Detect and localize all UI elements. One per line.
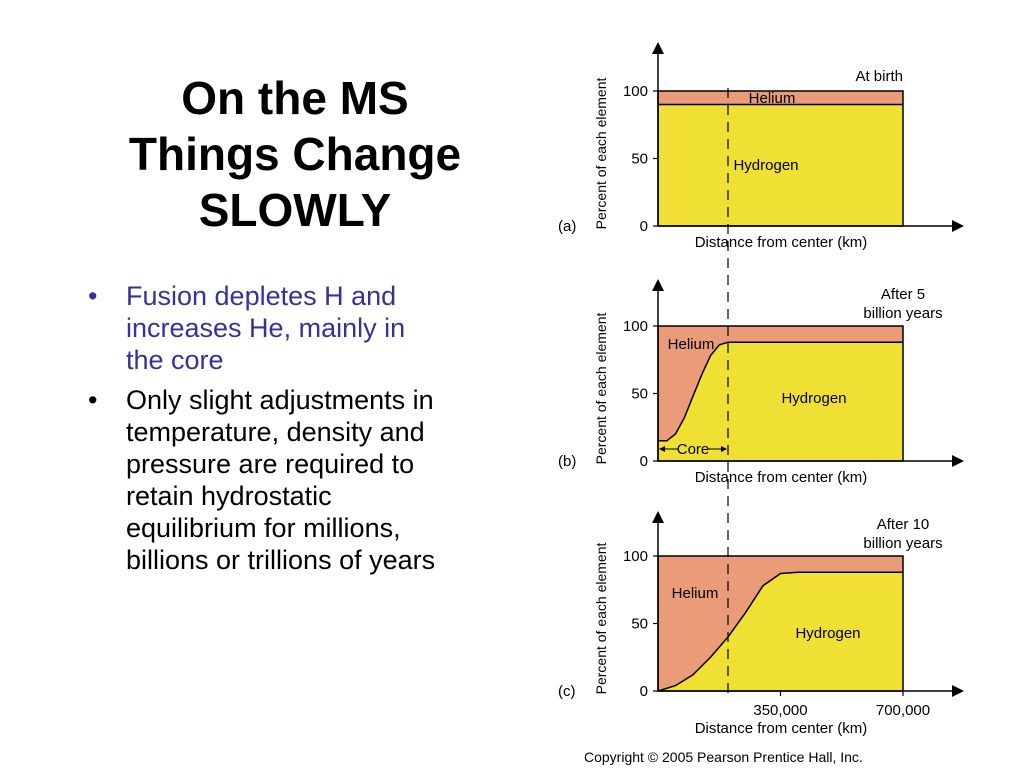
series-label-hydrogen: Hydrogen (733, 157, 798, 174)
y-tick-label: 0 (640, 218, 648, 235)
y-tick-label: 0 (640, 683, 648, 700)
y-tick-label: 50 (631, 151, 648, 168)
y-axis-label: Percent of each element (593, 543, 609, 695)
hydrogen-boundary-line (657, 571, 903, 692)
y-tick-label: 50 (631, 386, 648, 403)
series-label-helium: Helium (668, 336, 715, 353)
chart-panel-3: 0 50 100 350,000 700,000 Distance from center… (558, 511, 964, 737)
y-tick-label: 0 (640, 453, 648, 470)
x-tick-label: 350,000 (753, 702, 807, 719)
panel-label: (b) (558, 453, 576, 470)
copyright-text: Copyright © 2005 Pearson Prentice Hall, … (584, 749, 863, 765)
slide-title: On the MS Things Change SLOWLY (70, 70, 520, 238)
panel-title-line: billion years (863, 305, 942, 322)
series-label-hydrogen: Hydrogen (795, 625, 860, 642)
y-tick-label: 50 (631, 616, 648, 633)
hydrogen-area (658, 342, 903, 461)
panel-title-line: billion years (863, 535, 942, 552)
core-annotation: Core (677, 441, 710, 458)
y-axis-label: Percent of each element (593, 313, 609, 465)
series-label-helium: Helium (672, 585, 719, 602)
x-tick-label: 700,000 (876, 702, 930, 719)
hydrogen-area (658, 104, 903, 226)
panel-title: At birth (855, 68, 903, 85)
panel-title-line: After 10 (877, 516, 930, 533)
title-line-3: SLOWLY (198, 184, 392, 236)
panel-title-line: After 5 (881, 286, 925, 303)
title-line-1: On the MS (181, 72, 409, 124)
bullet-dot: • (88, 385, 98, 415)
y-tick-label: 100 (623, 83, 648, 100)
x-axis-label: Distance from center (km) (695, 234, 868, 251)
y-tick-label: 100 (623, 548, 648, 565)
title-line-2: Things Change (128, 128, 462, 180)
chart-panel-2: 0 50 100 Distance from center (km) Percent o… (558, 279, 964, 486)
series-label-helium: Helium (749, 90, 796, 107)
abundance-figure: 0 50 100 Distance from center (km) Percent o… (558, 42, 964, 765)
bullet-text-1: Fusion depletes H and increases He, main… (126, 281, 406, 375)
chart-panel-1: 0 50 100 Distance from center (km) Percent o… (558, 42, 964, 251)
y-axis-label: Percent of each element (593, 78, 609, 230)
y-tick-label: 100 (623, 318, 648, 335)
x-axis-label: Distance from center (km) (695, 469, 868, 486)
x-axis-label: Distance from center (km) (695, 720, 868, 737)
hydrogen-boundary-line (658, 341, 903, 442)
bullet-text-2: Only slight adjustments in temperature, … (126, 385, 436, 575)
hydrogen-area (658, 572, 903, 691)
bullet-item-2: • Only slight adjustments in temperature… (80, 384, 440, 576)
panel-label: (a) (558, 218, 576, 235)
panel-label: (c) (558, 683, 576, 700)
bullet-dot: • (88, 281, 98, 311)
bullet-item-1: • Fusion depletes H and increases He, ma… (80, 280, 440, 376)
series-label-hydrogen: Hydrogen (781, 390, 846, 407)
bullet-list: • Fusion depletes H and increases He, ma… (80, 280, 440, 584)
